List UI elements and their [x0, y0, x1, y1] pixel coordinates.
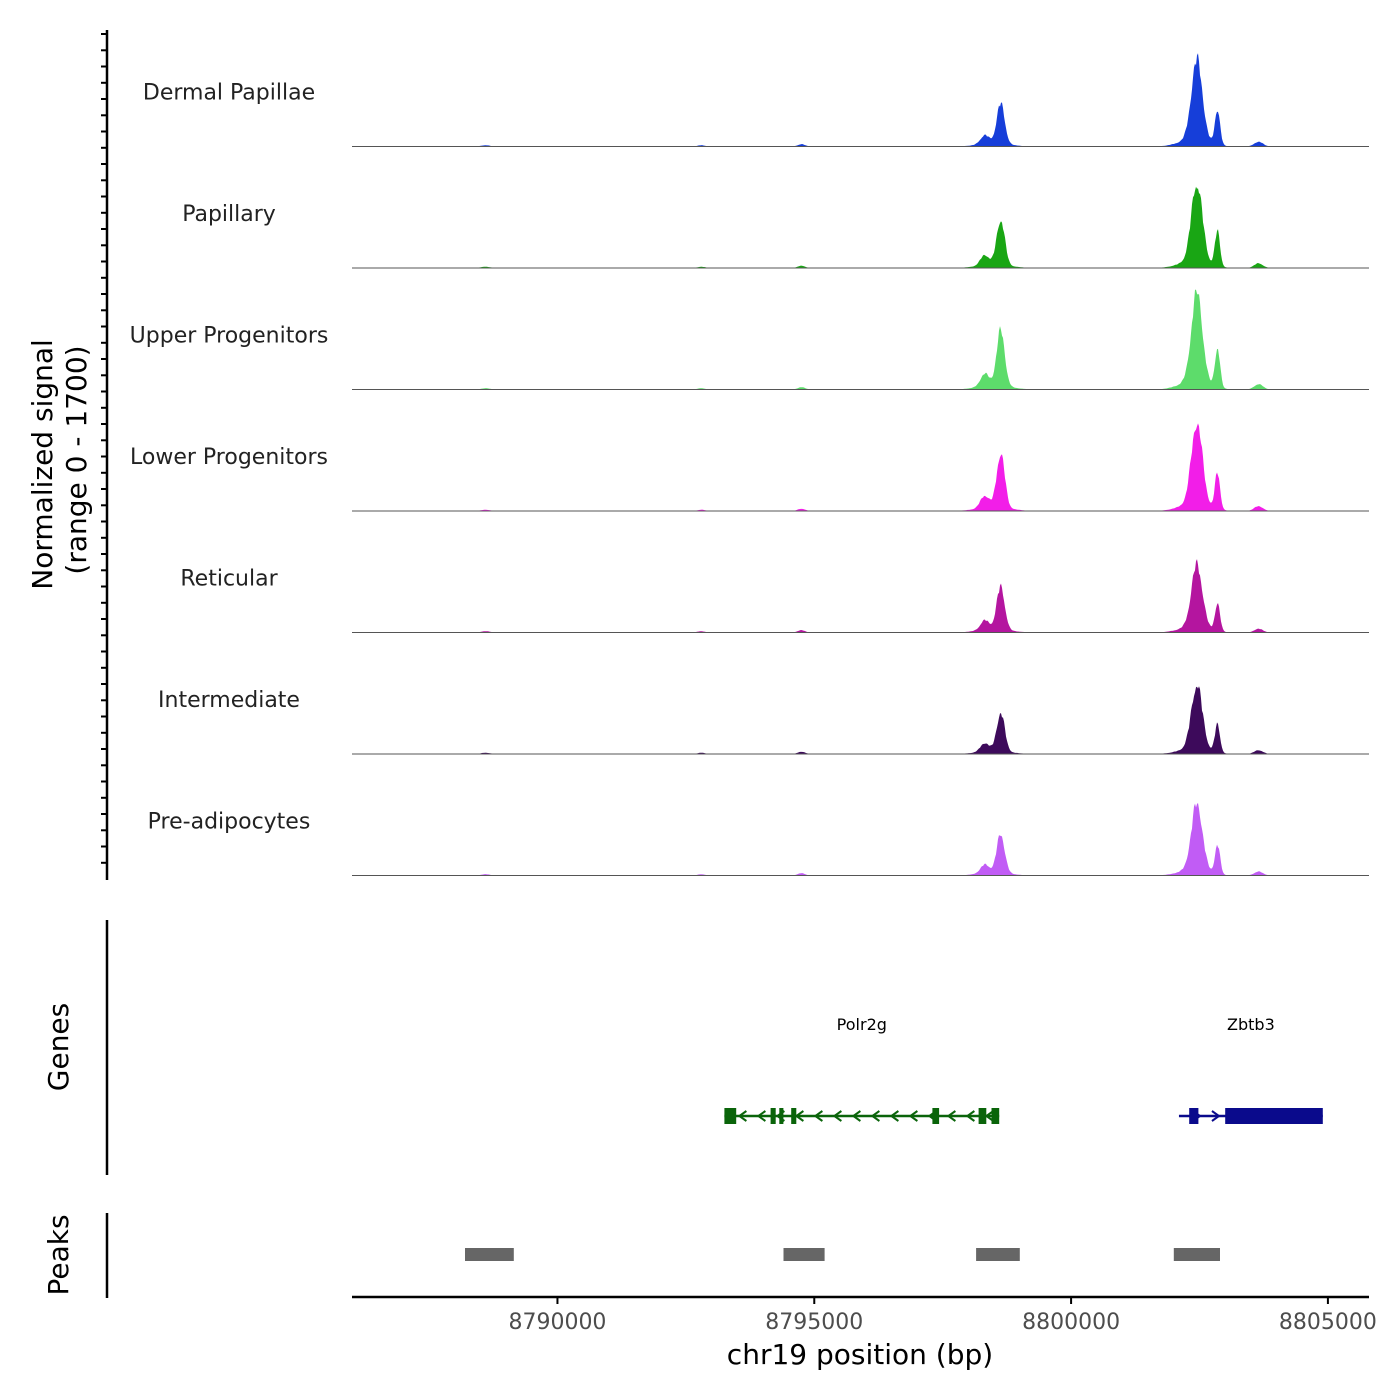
gene-strand-arrow	[813, 1110, 823, 1122]
x-axis: 8790000 8795000 8800000 8805000	[352, 1295, 1377, 1335]
gene-strand-arrow	[870, 1110, 880, 1122]
coverage-tracks: Dermal Papillae Papillary Upper Progenitor…	[130, 53, 1369, 876]
gene-exon	[791, 1108, 797, 1124]
coverage-track-intermediate: Intermediate	[158, 686, 1369, 755]
gene-exon	[779, 1108, 784, 1124]
coverage-area	[352, 289, 1369, 390]
coverage-y-axis-title-line2: (range 0 - 1700)	[60, 345, 93, 574]
gene-strand-arrow	[832, 1110, 842, 1122]
coverage-y-axis-title-line1: Normalized signal	[26, 339, 59, 590]
coverage-area	[352, 686, 1369, 754]
coverage-track-label: Reticular	[180, 567, 278, 592]
coverage-area	[352, 803, 1369, 876]
gene-strand-arrow	[1211, 1110, 1221, 1122]
gene-label: Polr2g	[837, 1015, 887, 1034]
genes-track: Polr2g Zbtb3	[724, 1015, 1323, 1124]
gene-exon	[724, 1108, 737, 1124]
coverage-y-axis-title: Normalized signal (range 0 - 1700)	[26, 330, 93, 589]
coverage-track-reticular: Reticular	[180, 559, 1369, 633]
gene-strand-arrow	[794, 1110, 804, 1122]
gene-strand-arrow	[889, 1110, 899, 1122]
coverage-track-label: Upper Progenitors	[130, 324, 329, 349]
x-axis-title: chr19 position (bp)	[727, 1338, 993, 1371]
coverage-area	[352, 53, 1369, 147]
coverage-y-axis	[101, 30, 109, 880]
gene-polr2g: Polr2g	[724, 1015, 1000, 1124]
gene-exon	[1189, 1108, 1199, 1124]
coverage-area	[352, 559, 1369, 633]
coverage-area	[352, 423, 1369, 511]
peak-region	[465, 1248, 514, 1261]
x-axis-tick-label: 8795000	[765, 1310, 863, 1335]
coverage-track-lower-progenitors: Lower Progenitors	[130, 423, 1369, 512]
gene-strand-arrow	[908, 1110, 918, 1122]
gene-strand-arrow	[946, 1110, 956, 1122]
gene-label: Zbtb3	[1227, 1015, 1275, 1034]
coverage-track-papillary: Papillary	[182, 186, 1369, 269]
coverage-track-label: Dermal Papillae	[143, 81, 315, 106]
coverage-track-label: Papillary	[182, 202, 276, 227]
gene-strand-arrow	[965, 1110, 975, 1122]
coverage-track-pre-adipocytes: Pre-adipocytes	[148, 803, 1369, 876]
coverage-track-label: Intermediate	[158, 688, 300, 713]
peaks-track-title: Peaks	[42, 1214, 75, 1295]
gene-zbtb3: Zbtb3	[1178, 1015, 1323, 1124]
gene-strand-arrow	[756, 1110, 766, 1122]
gene-exon	[978, 1108, 987, 1124]
peak-region	[1173, 1248, 1220, 1261]
gene-exon	[1225, 1108, 1323, 1124]
peak-region	[783, 1248, 825, 1261]
genes-track-title: Genes	[42, 1003, 75, 1091]
gene-exon	[991, 1108, 1000, 1124]
x-axis-tick-label: 8800000	[1022, 1310, 1120, 1335]
coverage-track-upper-progenitors: Upper Progenitors	[130, 289, 1369, 390]
gene-strand-arrow	[737, 1110, 747, 1122]
x-axis-ticks: 8790000 8795000 8800000 8805000	[508, 1297, 1377, 1335]
gene-strand-arrow	[851, 1110, 861, 1122]
peak-region	[976, 1248, 1020, 1261]
coverage-y-ticks	[101, 33, 107, 864]
peaks-track	[465, 1248, 1220, 1261]
coverage-track-label: Pre-adipocytes	[148, 810, 311, 835]
x-axis-tick-label: 8790000	[508, 1310, 606, 1335]
coverage-track-label: Lower Progenitors	[130, 445, 328, 470]
gene-strand-arrow	[984, 1110, 994, 1122]
x-axis-tick-label: 8805000	[1279, 1310, 1377, 1335]
coverage-track-dermal-papillae: Dermal Papillae	[143, 53, 1369, 147]
gene-exon	[932, 1108, 940, 1124]
coverage-area	[352, 186, 1369, 268]
gene-exon	[770, 1108, 776, 1124]
